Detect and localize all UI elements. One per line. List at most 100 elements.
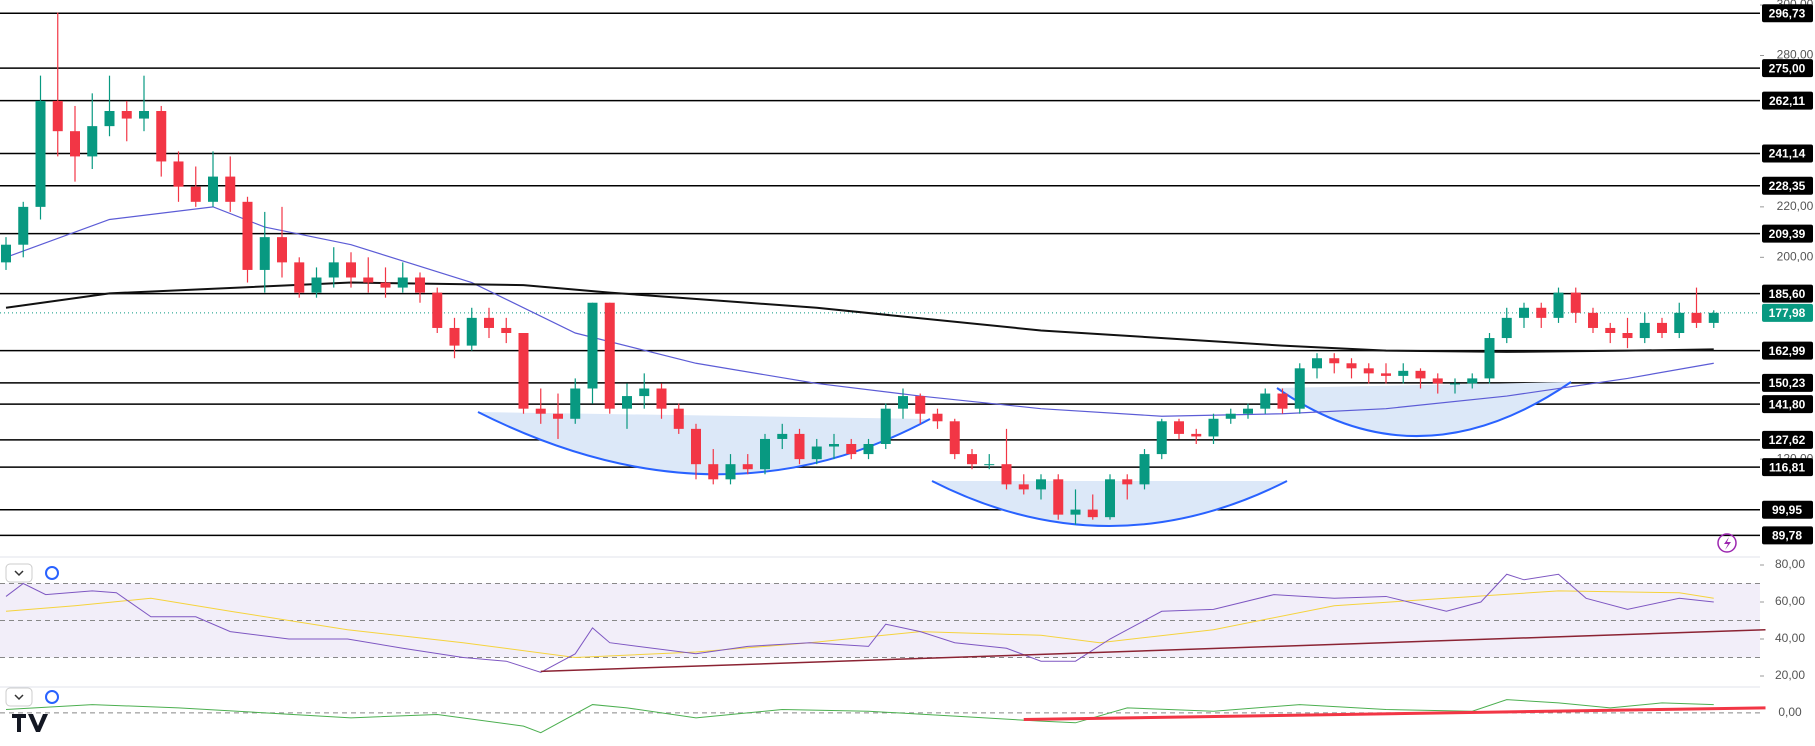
candle-body — [190, 186, 201, 202]
candle-body — [346, 262, 356, 278]
level-label-box — [1762, 144, 1813, 163]
level-label: 228,35 — [1769, 179, 1806, 193]
candle-body — [380, 282, 391, 288]
candle-body — [760, 438, 770, 470]
candle-body — [967, 454, 977, 465]
candle-body — [1139, 454, 1150, 485]
candle-body — [466, 317, 477, 346]
candle-body — [208, 176, 218, 202]
candle-body — [1294, 368, 1305, 409]
chevron-icon — [14, 694, 24, 701]
candle-body — [225, 176, 236, 202]
candle-body — [604, 302, 615, 409]
candle-body — [932, 413, 943, 422]
last-price-box — [1762, 303, 1813, 322]
candle-body — [639, 388, 650, 397]
candle-body — [1398, 370, 1409, 376]
candle-body — [1622, 333, 1633, 339]
level-label-box — [1762, 224, 1813, 243]
rsi-ma — [5, 590, 1714, 659]
cup-fill — [1277, 382, 1571, 437]
candle-body — [432, 292, 443, 328]
candle-body — [1225, 413, 1236, 419]
level-label: 209,39 — [1769, 227, 1806, 241]
level-label-box — [1762, 341, 1813, 360]
refresh-icon[interactable] — [45, 566, 59, 580]
candle-body — [984, 464, 995, 466]
candle-body — [708, 464, 719, 480]
alert-icon[interactable] — [1717, 533, 1737, 553]
candle-body — [1605, 327, 1616, 333]
candle-body — [1018, 484, 1029, 490]
y-tick-label: 200,00 — [1777, 249, 1814, 263]
candle-body — [846, 444, 857, 455]
level-label-box — [1762, 59, 1813, 78]
candle-body — [1484, 338, 1495, 379]
level-label: 150,23 — [1769, 376, 1806, 390]
candle-body — [1570, 292, 1581, 313]
cup-curve — [931, 480, 1288, 527]
candle-body — [18, 206, 29, 245]
level-label: 185,60 — [1769, 287, 1806, 301]
candle-body — [1277, 393, 1288, 409]
candle-body — [1243, 408, 1253, 414]
refresh-icon[interactable] — [45, 690, 59, 704]
candle-body — [1519, 307, 1529, 318]
candle-body — [1501, 317, 1512, 339]
momentum-trendline — [1023, 706, 1766, 721]
candle-body — [104, 111, 115, 127]
candle-body — [87, 126, 98, 157]
candle-body — [880, 408, 891, 444]
candle-body — [415, 277, 425, 293]
candle-body — [1208, 418, 1219, 437]
candle-body — [1346, 363, 1357, 369]
level-label-box — [1762, 458, 1813, 477]
candle-body — [1657, 322, 1667, 333]
collapse-button[interactable] — [5, 563, 33, 583]
candle-body — [173, 161, 184, 187]
rsi-trendline — [540, 629, 1766, 673]
candle-body — [691, 428, 701, 465]
candle-body — [1070, 509, 1081, 515]
candle-body — [1087, 509, 1098, 518]
level-label-box — [1762, 373, 1813, 392]
candle-body — [777, 433, 788, 439]
candle-body — [1588, 312, 1598, 328]
level-label-box — [1762, 284, 1813, 303]
candle-body — [242, 201, 253, 270]
candle-body — [863, 444, 874, 455]
candle-body — [1312, 358, 1322, 369]
candle-body — [1363, 368, 1374, 374]
level-label: 275,00 — [1769, 61, 1806, 75]
level-label-box — [1762, 395, 1813, 414]
collapse-button[interactable] — [5, 687, 33, 707]
candle-body — [1381, 373, 1391, 376]
y-tick-label: 0,00 — [1778, 705, 1802, 719]
candle-body — [1536, 307, 1547, 318]
candle-body — [294, 262, 305, 293]
candle-body — [1105, 479, 1115, 518]
candle-body — [1, 244, 11, 263]
level-label-box — [1762, 526, 1813, 545]
candle-body — [35, 100, 46, 207]
candle-body — [1467, 378, 1478, 384]
candle-body — [121, 111, 132, 119]
y-tick-label: 80,00 — [1775, 557, 1805, 571]
pane-controls[interactable] — [5, 563, 59, 707]
candle-body — [915, 396, 926, 414]
y-tick-label: 20,00 — [1775, 668, 1805, 682]
candle-body — [1001, 464, 1012, 485]
chevron-icon — [14, 570, 24, 577]
candle-body — [553, 413, 563, 419]
y-tick-label: 40,00 — [1775, 631, 1805, 645]
candle-body — [587, 302, 598, 389]
y-tick-label: 60,00 — [1775, 594, 1805, 608]
candle-body — [1122, 479, 1133, 485]
candle-body — [70, 131, 80, 157]
level-label: 127,62 — [1769, 433, 1806, 447]
candle-body — [570, 388, 581, 419]
candle-body — [449, 327, 460, 346]
candle-body — [829, 444, 839, 447]
